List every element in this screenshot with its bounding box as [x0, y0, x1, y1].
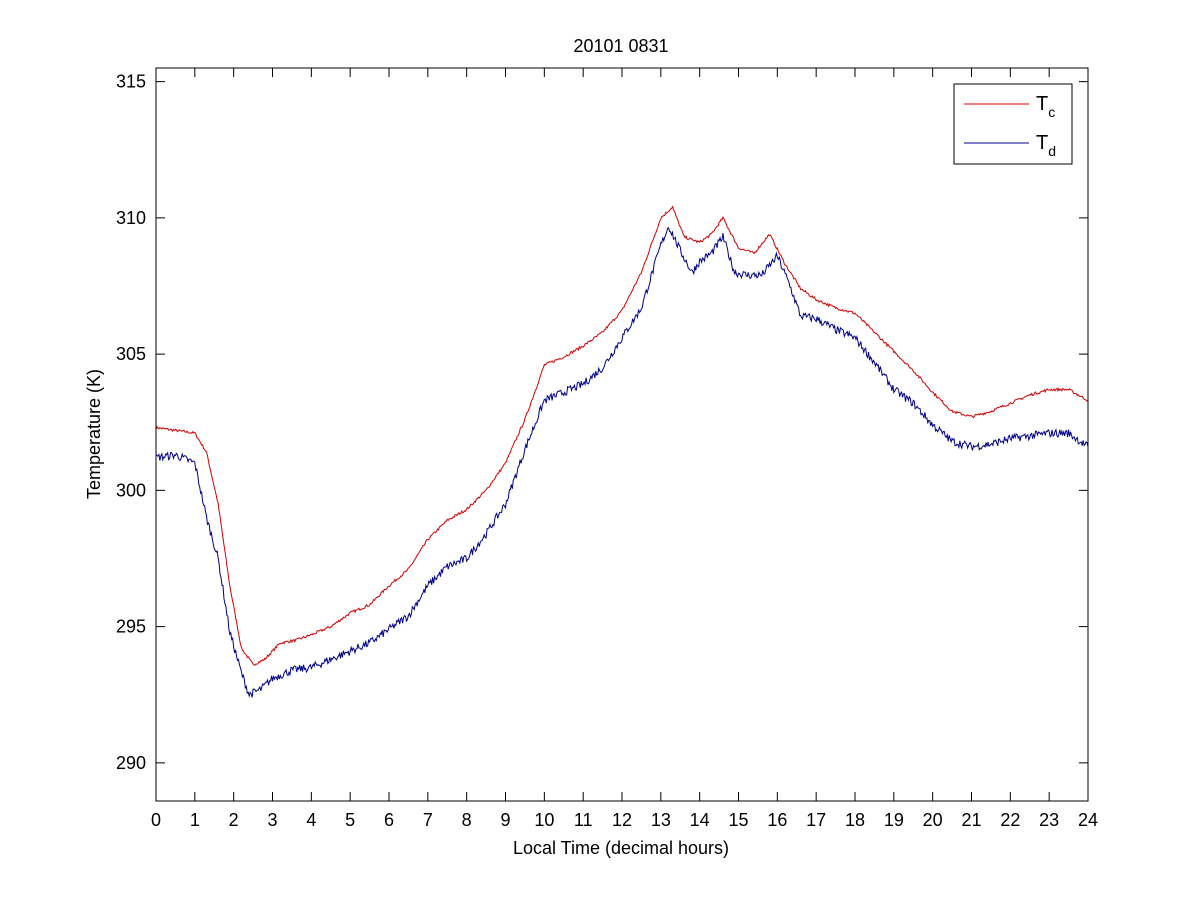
x-tick-label: 23	[1039, 810, 1059, 830]
y-tick-label: 295	[116, 617, 146, 637]
x-axis: 0 1 2 3 4 5 6 7 8 9 10 11 12 13 14 15 16 17 18 19 20 21 22 23 24	[151, 68, 1098, 830]
x-tick-label: 5	[345, 810, 355, 830]
x-tick-label: 17	[806, 810, 826, 830]
x-tick-label: 12	[612, 810, 632, 830]
x-tick-label: 14	[690, 810, 710, 830]
x-tick-label: 20	[923, 810, 943, 830]
y-tick-label: 300	[116, 480, 146, 500]
plot-area	[155, 205, 1089, 698]
x-tick-label: 3	[267, 810, 277, 830]
y-tick-label: 290	[116, 753, 146, 773]
y-tick-label: 305	[116, 344, 146, 364]
legend-label-td-sub: d	[1048, 143, 1056, 159]
x-tick-label: 4	[306, 810, 316, 830]
x-tick-label: 18	[845, 810, 865, 830]
series-line-td	[155, 226, 1089, 698]
x-tick-label: 10	[534, 810, 554, 830]
legend: Tc Td	[953, 83, 1073, 165]
x-tick-label: 19	[884, 810, 904, 830]
x-tick-label: 7	[423, 810, 433, 830]
x-axis-label: Local Time (decimal hours)	[513, 838, 729, 858]
chart-title: 20101 0831	[573, 36, 668, 56]
x-tick-label: 22	[1000, 810, 1020, 830]
y-tick-label: 315	[116, 72, 146, 92]
x-tick-label: 9	[500, 810, 510, 830]
x-tick-label: 0	[151, 810, 161, 830]
y-axis-label: Temperature (K)	[84, 369, 104, 499]
x-tick-label: 11	[574, 810, 593, 830]
legend-label-td: Td	[1036, 132, 1056, 159]
series-line-tc	[155, 205, 1089, 666]
x-tick-label: 1	[190, 810, 200, 830]
x-tick-label: 6	[384, 810, 394, 830]
y-tick-label: 310	[116, 208, 146, 228]
y-axis: 290 295 300 305 310 315	[116, 72, 1088, 773]
x-tick-label: 21	[961, 810, 981, 830]
x-tick-label: 8	[462, 810, 472, 830]
legend-label-tc-sub: c	[1048, 104, 1055, 120]
x-tick-label: 16	[767, 810, 787, 830]
legend-label-td-main: T	[1036, 132, 1048, 154]
legend-label-tc-main: T	[1036, 93, 1048, 115]
x-tick-label: 15	[728, 810, 748, 830]
legend-box	[953, 83, 1073, 165]
x-tick-label: 2	[229, 810, 239, 830]
legend-label-tc: Tc	[1036, 93, 1055, 120]
x-tick-label: 13	[651, 810, 671, 830]
x-tick-label: 24	[1078, 810, 1098, 830]
